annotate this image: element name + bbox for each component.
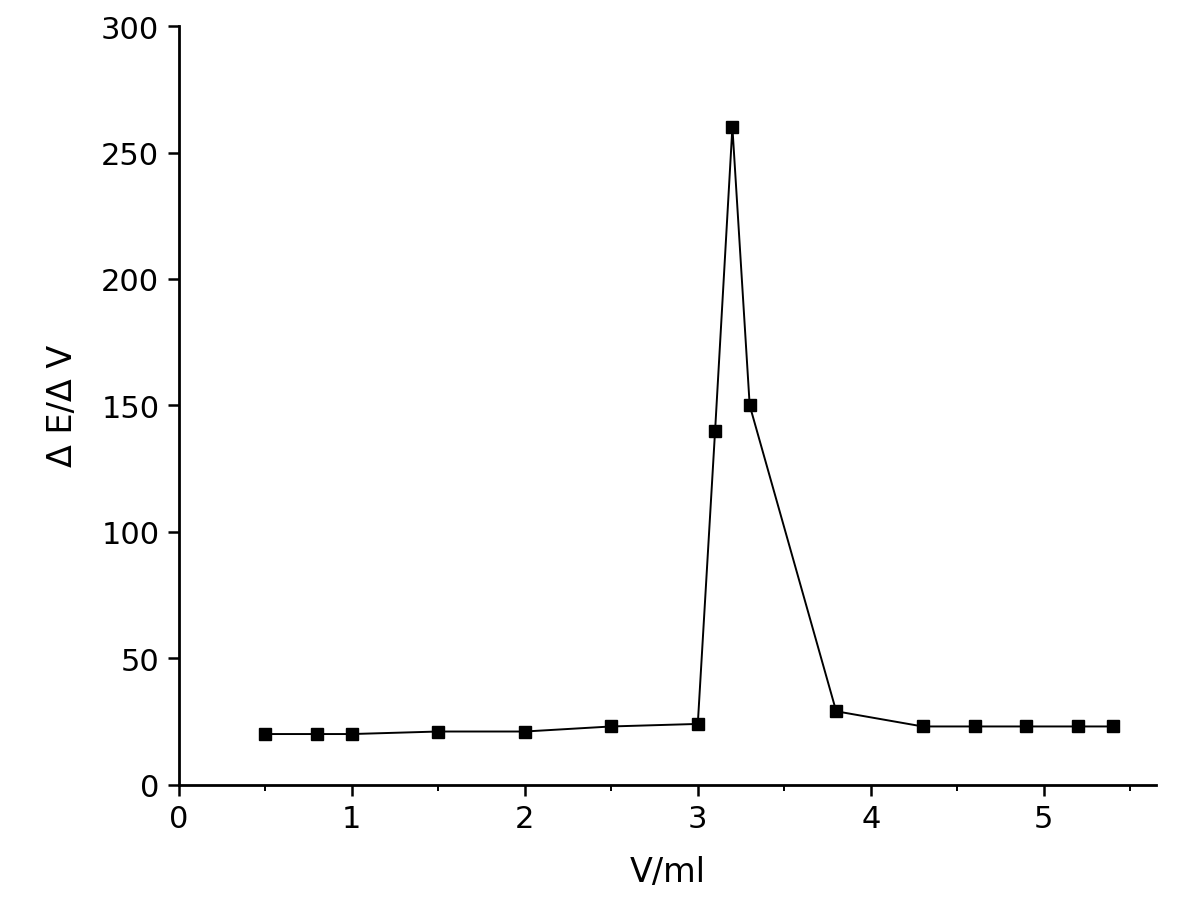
X-axis label: V/ml: V/ml (629, 855, 706, 888)
Y-axis label: Δ E/Δ V: Δ E/Δ V (45, 345, 79, 467)
